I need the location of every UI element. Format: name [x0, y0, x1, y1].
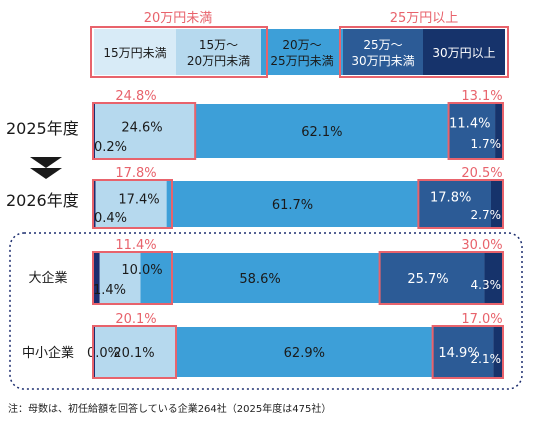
- legend-group-high-label: 25万円以上: [390, 11, 459, 26]
- legend-label-2-line1: 20万～: [282, 38, 321, 52]
- row-label-1: 2026年度: [6, 191, 79, 210]
- data-label-r1-s2: 61.7%: [272, 198, 313, 213]
- group-total-high-r3: 17.0%: [461, 312, 502, 327]
- data-label-r3-s0: 0.0%: [87, 346, 120, 361]
- bar-segment-r1-s4: [490, 181, 502, 227]
- data-label-r1-s4: 2.7%: [471, 208, 502, 222]
- data-label-r3-s4: 2.1%: [471, 352, 502, 366]
- legend-label-4: 30万円以上: [432, 46, 495, 60]
- data-label-r2-s4: 4.3%: [471, 278, 502, 292]
- highlight-high-r2: [378, 251, 505, 305]
- bar-segment-r2-s0: [94, 253, 100, 303]
- bar-segment-r0-s1: [94, 104, 196, 158]
- highlight-low-r0: [92, 102, 197, 160]
- bar-segment-r1-s2: [166, 181, 419, 227]
- highlight-high-r1: [417, 179, 504, 229]
- legend-label-1-line1: 15万～: [199, 38, 238, 52]
- group-total-low-r3: 20.1%: [115, 312, 156, 327]
- row-label-3: 中小企業: [22, 345, 74, 361]
- legend-label-0: 15万円未満: [103, 46, 166, 60]
- company-size-group-box: [9, 232, 523, 390]
- data-label-r3-s2: 62.9%: [284, 346, 325, 361]
- highlight-low-r2: [92, 251, 173, 305]
- legend-group-low-label: 20万円未満: [144, 11, 213, 26]
- bar-segment-r3-s2: [176, 327, 433, 377]
- legend-label-2-line2: 25万円未満: [270, 54, 333, 68]
- bar-segment-r2-s3: [379, 253, 485, 303]
- bar-segment-r0-s3: [448, 104, 496, 158]
- highlight-high-r3: [431, 325, 505, 379]
- bar-segment-r2-s2: [140, 253, 380, 303]
- legend-swatch-0: [94, 29, 176, 75]
- row-label-2: 大企業: [28, 270, 67, 286]
- legend-swatch-2: [261, 29, 343, 75]
- group-total-high-r1: 20.5%: [461, 166, 502, 181]
- legend-swatch-1: [176, 29, 261, 75]
- group-total-high-r0: 13.1%: [461, 89, 502, 104]
- data-label-r0-s4: 1.7%: [471, 137, 502, 151]
- data-label-r1-s0: 0.4%: [94, 211, 127, 226]
- legend-group-low-outline: [90, 26, 268, 78]
- bar-segment-r2-s4: [484, 253, 502, 303]
- legend-label-3-line2: 30万円未満: [351, 54, 414, 68]
- group-total-low-r0: 24.8%: [115, 89, 156, 104]
- data-label-r1-s1: 17.4%: [118, 192, 159, 207]
- bar-segment-r1-s1: [95, 181, 167, 227]
- bar-segment-r0-s4: [495, 104, 502, 158]
- highlight-low-r3: [92, 325, 178, 379]
- bar-segment-r3-s1: [94, 327, 177, 377]
- highlight-low-r1: [92, 179, 173, 229]
- legend-group-high-outline: [339, 26, 509, 78]
- footnote: 注：母数は、初任給額を回答している企業264社（2025年度は475社）: [8, 402, 331, 415]
- legend: 20万円未満 25万円以上 15万円未満 15万～ 20万円未満 20万～ 25万円未満…: [90, 11, 509, 78]
- data-label-r3-s3: 14.9%: [438, 346, 479, 361]
- data-label-r0-s0: 0.2%: [94, 140, 127, 155]
- bar-segment-r2-s1: [99, 253, 141, 303]
- bar-segment-r3-s4: [493, 327, 502, 377]
- legend-swatch-4: [423, 29, 505, 75]
- data-label-r0-s2: 62.1%: [301, 125, 342, 140]
- data-label-r3-s1: 20.1%: [113, 346, 154, 361]
- group-total-low-r1: 17.8%: [115, 166, 156, 181]
- row-label-0: 2025年度: [6, 119, 79, 138]
- legend-label-3-line1: 25万～: [363, 38, 402, 52]
- bar-left-edge-r3: [93, 327, 95, 377]
- down-arrows-icon: [30, 157, 62, 179]
- legend-swatch-3: [343, 29, 423, 75]
- group-total-high-r2: 30.0%: [461, 238, 502, 253]
- bar-segment-r0-s2: [195, 104, 449, 158]
- legend-label-1-line2: 20万円未満: [187, 54, 250, 68]
- data-label-r2-s2: 58.6%: [239, 272, 280, 287]
- bar-left-edge-r0: [93, 104, 95, 158]
- data-label-r1-s3: 17.8%: [430, 191, 471, 206]
- data-label-r2-s3: 25.7%: [407, 272, 448, 287]
- bar-segment-r3-s3: [432, 327, 494, 377]
- bar-segment-r1-s3: [418, 181, 491, 227]
- group-total-low-r2: 11.4%: [115, 238, 156, 253]
- highlight-high-r0: [447, 102, 504, 160]
- data-label-r0-s1: 24.6%: [121, 121, 162, 136]
- data-label-r0-s3: 11.4%: [449, 116, 490, 131]
- data-label-r2-s1: 10.0%: [121, 263, 162, 278]
- data-label-r2-s0: 1.4%: [93, 283, 126, 298]
